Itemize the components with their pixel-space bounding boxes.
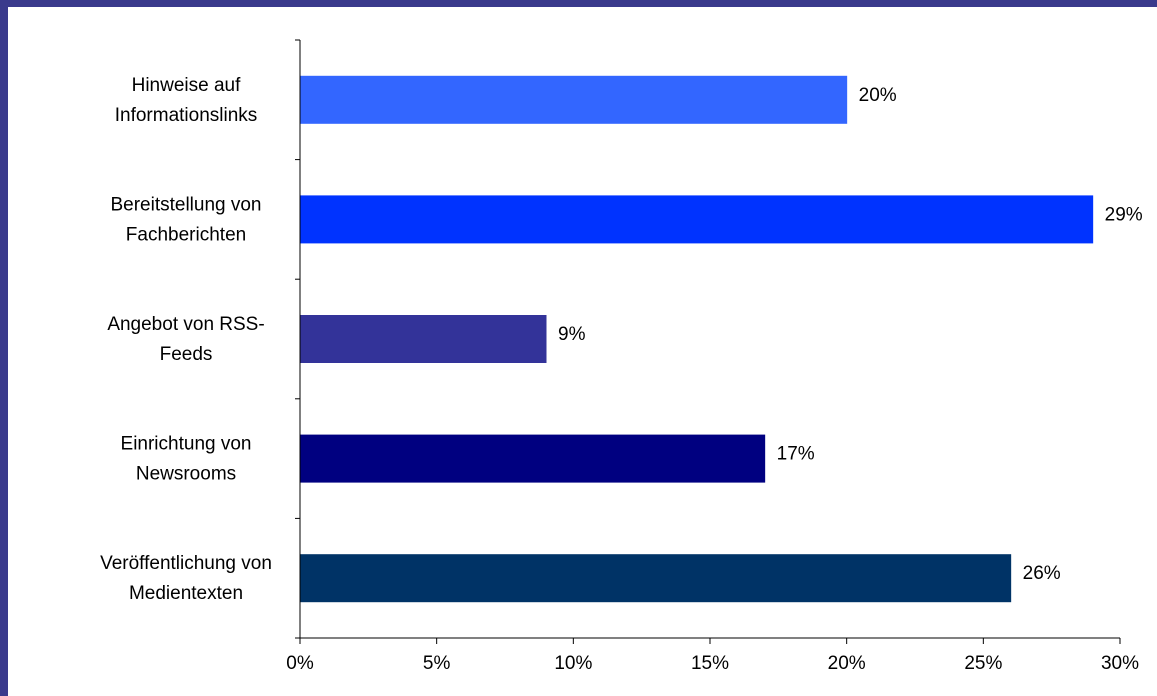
x-tick-label: 15% xyxy=(691,653,729,674)
bar-chart: 0% 5% 10% 15% 20% 25% 30% 20% Hinweise auf Inform… xyxy=(100,39,1143,674)
bar xyxy=(300,315,547,363)
category-label: Informationslinks xyxy=(115,105,258,126)
x-tick-label: 10% xyxy=(554,653,592,674)
data-label: 17% xyxy=(777,444,815,465)
x-tick-label: 0% xyxy=(286,653,314,674)
x-tick-label: 30% xyxy=(1101,653,1139,674)
data-label: 20% xyxy=(859,85,897,106)
category-label: Veröffentlichung von xyxy=(100,553,272,574)
category-label: Bereitstellung von xyxy=(110,194,261,215)
bar xyxy=(300,434,766,483)
x-tick-label: 20% xyxy=(828,653,866,674)
category-label: Feeds xyxy=(160,344,213,365)
category-label: Medientexten xyxy=(129,583,243,604)
bar xyxy=(300,195,1094,244)
data-label: 29% xyxy=(1105,204,1143,225)
x-tick-label: 5% xyxy=(423,653,451,674)
bar xyxy=(300,554,1012,603)
category-label: Fachberichten xyxy=(126,224,246,245)
category-label: Newsrooms xyxy=(136,464,236,485)
data-label: 26% xyxy=(1023,563,1061,584)
category-label: Angebot von RSS- xyxy=(107,314,264,335)
data-label: 9% xyxy=(558,324,586,345)
x-tick-label: 25% xyxy=(964,653,1002,674)
category-label: Hinweise auf xyxy=(132,75,241,96)
category-label: Einrichtung von xyxy=(121,434,252,455)
bar xyxy=(300,75,848,124)
chart-frame: 0% 5% 10% 15% 20% 25% 30% 20% Hinweise auf Inform… xyxy=(8,7,1157,696)
